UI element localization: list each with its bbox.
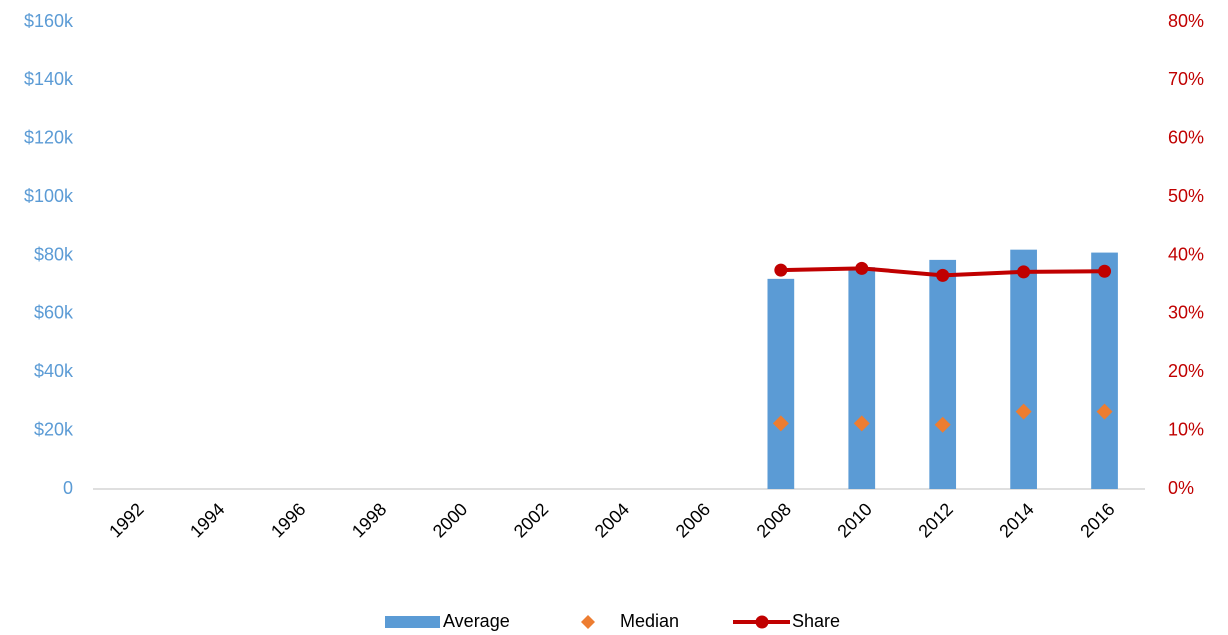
x-tick-label: 2002 <box>510 499 552 541</box>
x-tick-label: 1992 <box>105 499 147 541</box>
y-tick-label: $120k <box>24 128 74 148</box>
y2-tick-label: 10% <box>1168 419 1204 439</box>
median-marker <box>1015 403 1032 420</box>
x-tick-label: 2000 <box>429 499 471 541</box>
median-marker <box>853 415 870 432</box>
legend-label: Median <box>620 611 679 631</box>
median-marker <box>772 415 789 432</box>
x-tick-label: 2008 <box>753 499 795 541</box>
x-tick-label: 2016 <box>1076 499 1118 541</box>
y2-tick-label: 40% <box>1168 244 1204 264</box>
y-tick-label: 0 <box>63 478 73 498</box>
x-tick-label: 2006 <box>672 499 714 541</box>
share-marker <box>936 268 950 282</box>
y-tick-label: $160k <box>24 11 74 31</box>
y-tick-label: $20k <box>34 419 74 439</box>
bar <box>1091 252 1118 489</box>
y2-tick-label: 70% <box>1168 69 1204 89</box>
y-tick-label: $100k <box>24 186 74 206</box>
y-tick-label: $60k <box>34 303 74 323</box>
y-tick-label: $140k <box>24 69 74 89</box>
bar <box>1010 249 1037 489</box>
y2-tick-label: 80% <box>1168 11 1204 31</box>
share-marker <box>1017 265 1031 279</box>
bar <box>848 267 876 489</box>
share-marker <box>1098 264 1112 278</box>
x-tick-label: 1996 <box>267 499 309 541</box>
bar <box>929 259 957 489</box>
median-marker <box>1096 403 1113 420</box>
y-tick-label: $40k <box>34 361 74 381</box>
y2-tick-label: 50% <box>1168 186 1204 206</box>
y-tick-label: $80k <box>34 244 74 264</box>
x-tick-label: 2014 <box>995 499 1037 541</box>
x-tick-label: 2010 <box>833 499 875 541</box>
y2-tick-label: 0% <box>1168 478 1194 498</box>
x-tick-label: 2004 <box>591 499 633 541</box>
legend-swatch <box>755 615 769 629</box>
bar <box>767 278 795 489</box>
median-marker <box>934 416 951 433</box>
share-marker <box>855 261 869 275</box>
legend-swatch <box>581 615 595 629</box>
y2-tick-label: 30% <box>1168 303 1204 323</box>
share-marker <box>774 263 788 277</box>
x-tick-label: 2012 <box>914 499 956 541</box>
legend-swatch <box>385 616 440 628</box>
y2-tick-label: 60% <box>1168 128 1204 148</box>
x-tick-label: 1998 <box>348 499 390 541</box>
y2-tick-label: 20% <box>1168 361 1204 381</box>
legend-label: Share <box>792 611 840 631</box>
legend-label: Average <box>443 611 510 631</box>
x-tick-label: 1994 <box>186 499 228 541</box>
